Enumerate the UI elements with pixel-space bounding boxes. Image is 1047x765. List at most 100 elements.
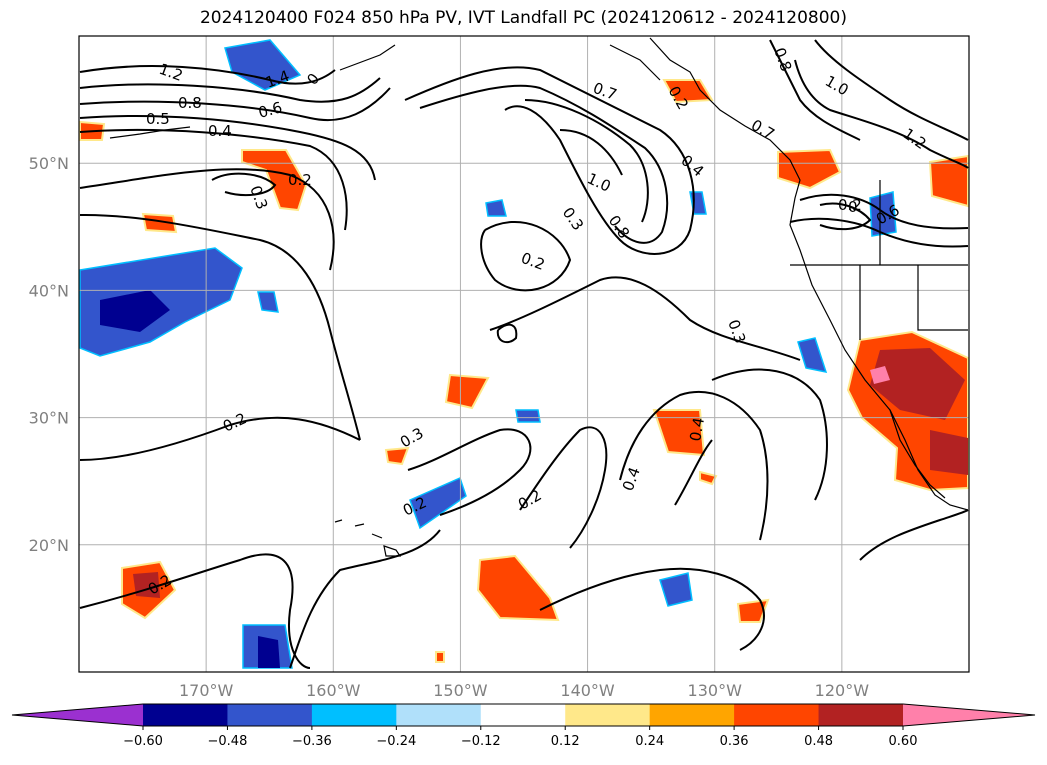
alaska-coast [339,44,661,81]
pv-positive-region [444,373,490,410]
colorbar-bin [818,704,904,726]
coastlines [109,37,969,557]
pv-positive-region [736,598,770,623]
contour-line [559,129,623,176]
colorbar-tick-label: 0.48 [804,734,833,749]
colorbar-bin [565,704,651,726]
colorbar: −0.60 −0.48 −0.36 −0.24 −0.12 0.12 0.24 0.36 0.4… [11,703,1036,749]
colorbar-bin [734,704,820,726]
pv-positive-region [777,148,842,190]
contour-line [79,553,311,669]
contour-line [619,390,769,541]
contour-line [539,567,765,651]
contour-labels: 1.2 1.4 0 0.8 0.6 0.5 0.4 0.2 0.3 0.2 0.… [145,45,930,598]
longitude-tick-label: 130°W [688,681,743,700]
colorbar-bin [311,704,397,726]
contour-line [496,323,518,344]
contour-line [489,276,801,361]
contour-label: 0.8 [770,45,795,74]
pv-positive-core [870,348,965,420]
contour-label: 1.0 [584,169,613,195]
colorbar-tick-label: 0.60 [889,734,918,749]
contour-label: 0.3 [397,424,427,452]
pv-positive-region [699,470,718,486]
contour-label: 0.2 [288,171,312,189]
pv-negative-region [485,199,507,217]
contour-line [79,128,348,231]
latitude-tick-label: 40°N [29,281,69,300]
pv-positive-peak [870,366,890,384]
colorbar-bin [227,704,313,726]
pv-negative-region [797,337,828,373]
contour-line [211,172,277,197]
colorbar-bin [143,704,228,726]
colorbar-tick-label: −0.60 [123,734,163,749]
contour-label: 0 [303,70,323,89]
latitude-labels: 20°N 30°N 40°N 50°N [29,154,69,555]
contour-line [519,426,608,549]
contour-line [711,368,828,501]
colorbar-extend-low [12,704,143,726]
contour-line [524,99,649,223]
contour-label: 0.7 [748,116,778,144]
colorbar-tick-label: −0.36 [292,734,332,749]
contour-line [799,193,969,230]
contour-line [814,39,969,141]
contour-line [674,439,713,506]
colorbar-tick-label: −0.24 [376,734,416,749]
contour-label: 1.0 [822,72,852,100]
contour-line [819,202,872,231]
pv-positive-region [141,212,178,234]
pv-positive-region [384,446,410,466]
pv-positive-region [928,154,969,208]
pv-positive-core [930,430,968,475]
pv-negative-region [515,409,541,423]
colorbar-tick-label: −0.48 [208,734,248,749]
pv-negative-core [258,636,280,668]
contour-line [480,220,572,292]
hawaii-islands [334,519,402,557]
pv-negative-core [100,290,170,332]
pv-positive-region [652,409,706,457]
colorbar-tick-label: 0.12 [551,734,580,749]
contour-label: 0.4 [208,122,232,140]
north-america-coast [649,37,969,511]
contour-label: 0.3 [246,183,271,212]
state-borders [790,180,968,340]
contour-label: 0.3 [559,204,587,234]
latitude-tick-label: 20°N [29,536,69,555]
contour-label: 0.2 [519,249,548,274]
contour-label: 1.2 [157,60,186,85]
pv-shading [79,39,969,669]
colorbar-tick-label: −0.12 [461,734,501,749]
contour-line [859,509,969,561]
contour-label: 0.5 [146,110,170,128]
map-frame [78,35,970,673]
contour-line [79,168,335,271]
map-title: 2024120400 F024 850 hPa PV, IVT Landfall… [199,8,847,28]
pv-negative-region [869,191,897,237]
aleutian-islands [109,126,191,139]
contour-label: 0.6 [256,98,284,122]
longitude-tick-label: 160°W [306,681,361,700]
colorbar-bin [396,704,482,726]
contour-line [289,529,441,669]
pv-contours [79,39,969,669]
contour-line [789,217,969,248]
colorbar-tick-label: 0.24 [635,734,664,749]
contour-line [794,59,969,169]
contour-label: 0.2 [220,409,249,435]
pv-negative-region [409,476,467,530]
gridlines [79,36,969,672]
contour-label: 0.7 [591,79,620,104]
pv-negative-region [659,572,693,607]
pv-positive-region [435,651,445,663]
longitude-tick-label: 170°W [179,681,234,700]
contour-label: 0.2 [838,196,862,214]
pv-positive-region [662,79,714,104]
longitude-tick-label: 140°W [560,681,615,700]
contour-label: 0.8 [178,94,202,112]
pv-positive-region [476,554,560,622]
contour-line [407,428,532,516]
